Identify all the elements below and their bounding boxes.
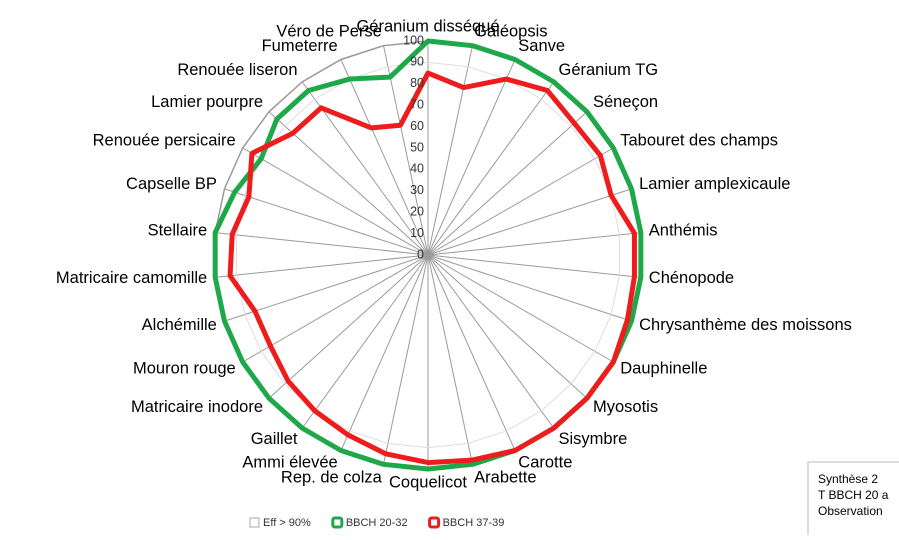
r-tick-label: 30: [410, 183, 424, 197]
spoke: [224, 254, 429, 322]
spoke: [215, 254, 429, 278]
spoke: [427, 254, 632, 322]
category-label: Coquelicot: [389, 473, 467, 491]
spoke: [268, 111, 429, 256]
notes: Synthèse 2 T BBCH 20 a Observation: [818, 472, 889, 518]
r-tick-label: 50: [410, 140, 424, 154]
category-label: Lamier amplexicaule: [639, 175, 790, 193]
spoke: [427, 81, 555, 256]
spoke: [427, 254, 516, 451]
r-tick-label: 0: [417, 247, 424, 261]
category-label: Tabouret des champs: [620, 131, 778, 149]
category-label: Alchémille: [142, 316, 217, 334]
category-label: Myosotis: [593, 398, 658, 416]
spoke: [427, 254, 641, 278]
spoke: [215, 232, 429, 256]
category-label: Arabette: [474, 468, 536, 486]
category-label: Capselle BP: [126, 175, 217, 193]
category-label: Anthémis: [649, 222, 718, 240]
legend-label: BBCH 20-32: [346, 517, 408, 529]
series-line: [212, 38, 644, 472]
spoke: [427, 254, 588, 399]
category-label: Chrysanthème des moissons: [639, 316, 852, 334]
category-label: Carotte: [518, 454, 572, 472]
spoke: [427, 232, 641, 256]
spoke: [301, 254, 429, 429]
legend-swatch: [428, 516, 441, 529]
r-tick-label: 90: [410, 55, 424, 69]
note-box: [807, 461, 899, 540]
spoke: [242, 147, 429, 256]
series-line: [227, 70, 637, 466]
category-label: Matricaire camomille: [56, 269, 207, 287]
spoke: [383, 254, 429, 465]
category-label: Véro de Perse: [276, 22, 381, 40]
category-label: Ammi élevée: [242, 454, 337, 472]
spoke: [427, 254, 614, 363]
spoke: [224, 188, 429, 256]
category-label: Lamier pourpre: [151, 93, 263, 111]
spoke: [427, 147, 614, 256]
spoke: [427, 45, 473, 256]
spoke: [340, 59, 429, 256]
legend-swatch: [249, 517, 260, 528]
category-label: Sisymbre: [558, 430, 627, 448]
category-label: Mouron rouge: [133, 359, 236, 377]
category-label: Rep. de colza: [281, 468, 383, 486]
category-label: Sanve: [518, 37, 565, 55]
note-line: T BBCH 20 a: [818, 488, 889, 502]
r-tick-label: 20: [410, 204, 424, 218]
category-label: Chénopode: [649, 269, 734, 287]
spoke: [427, 254, 473, 465]
spoke: [268, 254, 429, 399]
category-label: Dauphinelle: [620, 359, 707, 377]
category-label: Géranium TG: [558, 61, 658, 79]
category-label: Fumeterre: [262, 37, 338, 55]
legend-label: Eff > 90%: [263, 517, 311, 529]
r-tick-label: 40: [410, 162, 424, 176]
spoke: [427, 254, 555, 429]
r-tick-label: 80: [410, 76, 424, 90]
spoke: [242, 254, 429, 363]
category-label: Renouée persicaire: [93, 131, 236, 149]
category-label: Séneçon: [593, 93, 658, 111]
spoke: [340, 254, 429, 451]
category-label: Galéopsis: [474, 22, 547, 40]
note-line: Observation: [818, 504, 883, 518]
category-label: Matricaire inodore: [131, 398, 263, 416]
category-label: Gaillet: [251, 430, 298, 448]
r-tick-label: 70: [410, 97, 424, 111]
r-tick-label: 60: [410, 119, 424, 133]
legend-label: BBCH 37-39: [443, 517, 505, 529]
series: [212, 38, 644, 472]
spoke: [427, 111, 588, 256]
spoke: [427, 188, 632, 256]
legend: Eff > 90% BBCH 20-32 BBCH 37-39: [249, 516, 505, 529]
note-line: Synthèse 2: [818, 472, 878, 486]
legend-swatch: [331, 516, 344, 529]
r-tick-label: 10: [410, 226, 424, 240]
spoke: [383, 45, 429, 256]
category-label: Géranium disséqué: [356, 17, 499, 35]
category-label: Stellaire: [148, 222, 208, 240]
category-label: Renouée liseron: [177, 61, 297, 79]
spoke: [427, 59, 516, 256]
r-tick-label: 100: [403, 33, 424, 47]
